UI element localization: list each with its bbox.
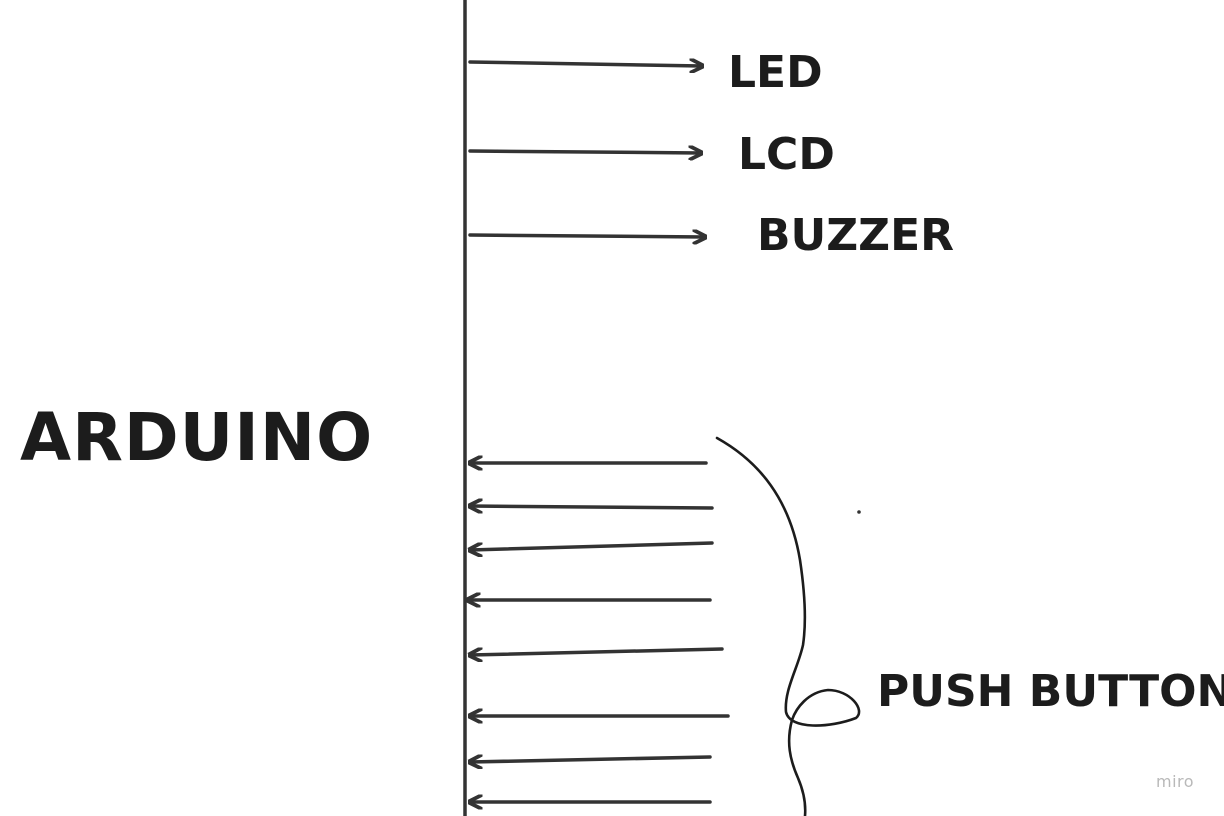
input-arrow: [470, 506, 714, 508]
input-arrows: [468, 463, 730, 802]
arrow-led: [468, 62, 702, 66]
output-label-buzzer: BUZZER: [757, 210, 955, 261]
stray-dot: [857, 510, 861, 514]
input-arrow: [470, 647, 724, 655]
miro-watermark: miro: [1156, 772, 1195, 791]
input-arrow: [470, 757, 712, 762]
arrow-lcd: [468, 151, 701, 153]
output-arrows: [468, 62, 705, 237]
output-label-led: LED: [728, 47, 823, 98]
output-label-lcd: LCD: [738, 129, 835, 180]
arduino-label: ARDUINO: [20, 399, 374, 476]
push-button-brace: [715, 436, 861, 816]
input-arrow: [470, 541, 714, 550]
input-label-push-button: PUSH BUTTON: [877, 666, 1224, 717]
arrow-buzzer: [468, 235, 705, 237]
